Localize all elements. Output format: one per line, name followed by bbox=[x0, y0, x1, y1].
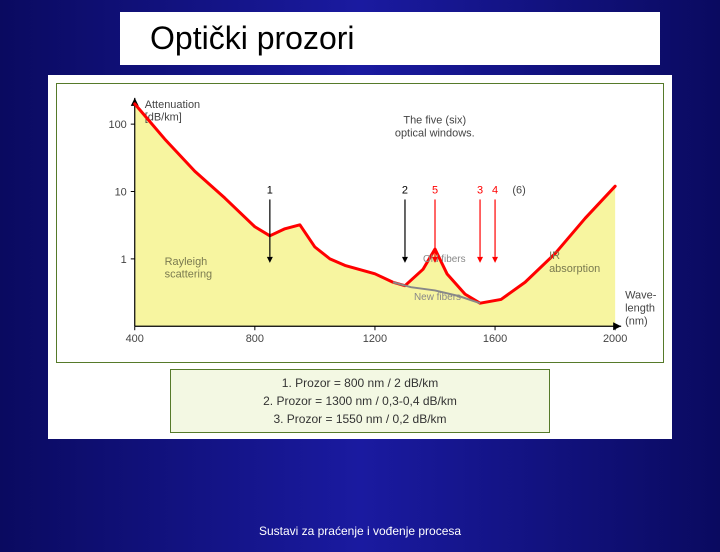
slide-title: Optički prozori bbox=[120, 12, 660, 65]
y-tick-label: 10 bbox=[115, 187, 127, 199]
legend-row-3: 3. Prozor = 1550 nm / 0,2 dB/km bbox=[171, 410, 549, 428]
old-fibers-label: Old fibers bbox=[423, 254, 466, 265]
y-tick-label: 100 bbox=[108, 119, 126, 131]
x-tick-label: 400 bbox=[126, 333, 144, 345]
x-tick-label: 800 bbox=[246, 333, 264, 345]
legend-row-1: 1. Prozor = 800 nm / 2 dB/km bbox=[171, 374, 549, 392]
chart-subtitle: optical windows. bbox=[395, 128, 475, 140]
rayleigh-label: Rayleigh bbox=[165, 256, 208, 268]
x-tick-label: 1600 bbox=[483, 333, 507, 345]
x-axis-label: (nm) bbox=[625, 315, 648, 327]
window-arrow-label: (6) bbox=[512, 185, 525, 197]
window-arrow-label: 1 bbox=[267, 185, 273, 197]
window-arrow-head bbox=[492, 257, 498, 263]
y-axis-label: Attenuation bbox=[145, 99, 200, 111]
x-axis-label: Wave- bbox=[625, 289, 657, 301]
window-arrow-label: 2 bbox=[402, 185, 408, 197]
x-tick-label: 1200 bbox=[363, 333, 387, 345]
window-arrow-head bbox=[402, 257, 408, 263]
legend-box: 1. Prozor = 800 nm / 2 dB/km 2. Prozor =… bbox=[170, 369, 550, 433]
x-axis-arrow bbox=[613, 322, 621, 330]
legend-row-2: 2. Prozor = 1300 nm / 0,3-0,4 dB/km bbox=[171, 392, 549, 410]
window-arrow-label: 3 bbox=[477, 185, 483, 197]
x-tick-label: 2000 bbox=[603, 333, 627, 345]
x-axis-label: length bbox=[625, 302, 655, 314]
y-tick-label: 1 bbox=[121, 254, 127, 266]
new-fibers-label: New fibers bbox=[414, 292, 461, 303]
window-arrow-head bbox=[477, 257, 483, 263]
rayleigh-region bbox=[135, 104, 615, 326]
window-arrow-label: 5 bbox=[432, 185, 438, 197]
rayleigh-label: scattering bbox=[165, 269, 213, 281]
slide-footer: Sustavi za praćenje i vođenje procesa bbox=[0, 524, 720, 538]
chart-subtitle: The five (six) bbox=[403, 115, 466, 127]
chart-container: 110100400800120016002000Attenuation[dB/k… bbox=[48, 75, 672, 439]
attenuation-chart: 110100400800120016002000Attenuation[dB/k… bbox=[56, 83, 664, 363]
ir-label: IR bbox=[549, 250, 560, 262]
window-arrow-label: 4 bbox=[492, 185, 498, 197]
ir-label: absorption bbox=[549, 263, 600, 275]
